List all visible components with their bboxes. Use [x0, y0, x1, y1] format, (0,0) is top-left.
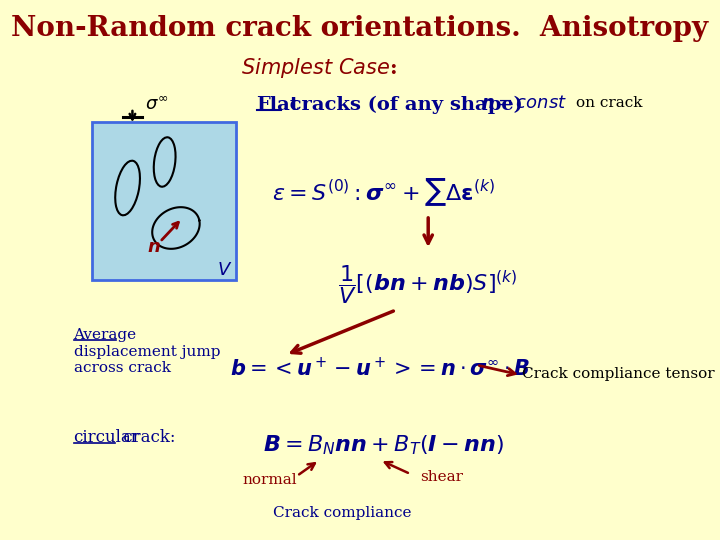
Text: on crack: on crack — [576, 96, 642, 110]
Text: Flat: Flat — [256, 96, 300, 114]
Text: $\mathit{Simplest\ Case}$:: $\mathit{Simplest\ Case}$: — [241, 56, 397, 80]
Text: $\boldsymbol{B} = B_N\boldsymbol{nn} + B_T(\boldsymbol{I} - \boldsymbol{nn})$: $\boldsymbol{B} = B_N\boldsymbol{nn} + B… — [264, 433, 504, 457]
Text: $\boldsymbol{n} = const$: $\boldsymbol{n} = const$ — [480, 94, 567, 112]
Text: $V$: $V$ — [217, 261, 233, 279]
Text: normal: normal — [242, 473, 297, 487]
Bar — [92, 122, 235, 280]
Text: $\dfrac{1}{V}\left[(\boldsymbol{bn}+\boldsymbol{nb})S\right]^{(k)}$: $\dfrac{1}{V}\left[(\boldsymbol{bn}+\bol… — [338, 264, 518, 307]
Text: $\boldsymbol{b} = <\boldsymbol{u}^+ - \boldsymbol{u}^+> = \boldsymbol{n}\cdot\bo: $\boldsymbol{b} = <\boldsymbol{u}^+ - \b… — [230, 356, 530, 380]
Text: shear: shear — [420, 470, 463, 484]
Text: across crack: across crack — [73, 361, 171, 375]
Text: cracks (of any shape): cracks (of any shape) — [283, 96, 523, 114]
Text: $\sigma^{\infty}$: $\sigma^{\infty}$ — [145, 96, 168, 114]
Text: $\boldsymbol{n}$: $\boldsymbol{n}$ — [148, 238, 161, 256]
Text: Crack compliance: Crack compliance — [273, 506, 411, 520]
Text: Non-Random crack orientations.  Anisotropy: Non-Random crack orientations. Anisotrop… — [11, 15, 708, 42]
Text: $\varepsilon = S^{(0)}:\boldsymbol{\sigma}^{\infty} + \sum\Delta\boldsymbol{\var: $\varepsilon = S^{(0)}:\boldsymbol{\sigm… — [272, 176, 495, 208]
Text: circular: circular — [73, 429, 140, 447]
Text: crack:: crack: — [118, 429, 176, 447]
Text: displacement jump: displacement jump — [73, 345, 220, 359]
Text: Crack compliance tensor: Crack compliance tensor — [523, 367, 715, 381]
Text: Average: Average — [73, 328, 137, 342]
